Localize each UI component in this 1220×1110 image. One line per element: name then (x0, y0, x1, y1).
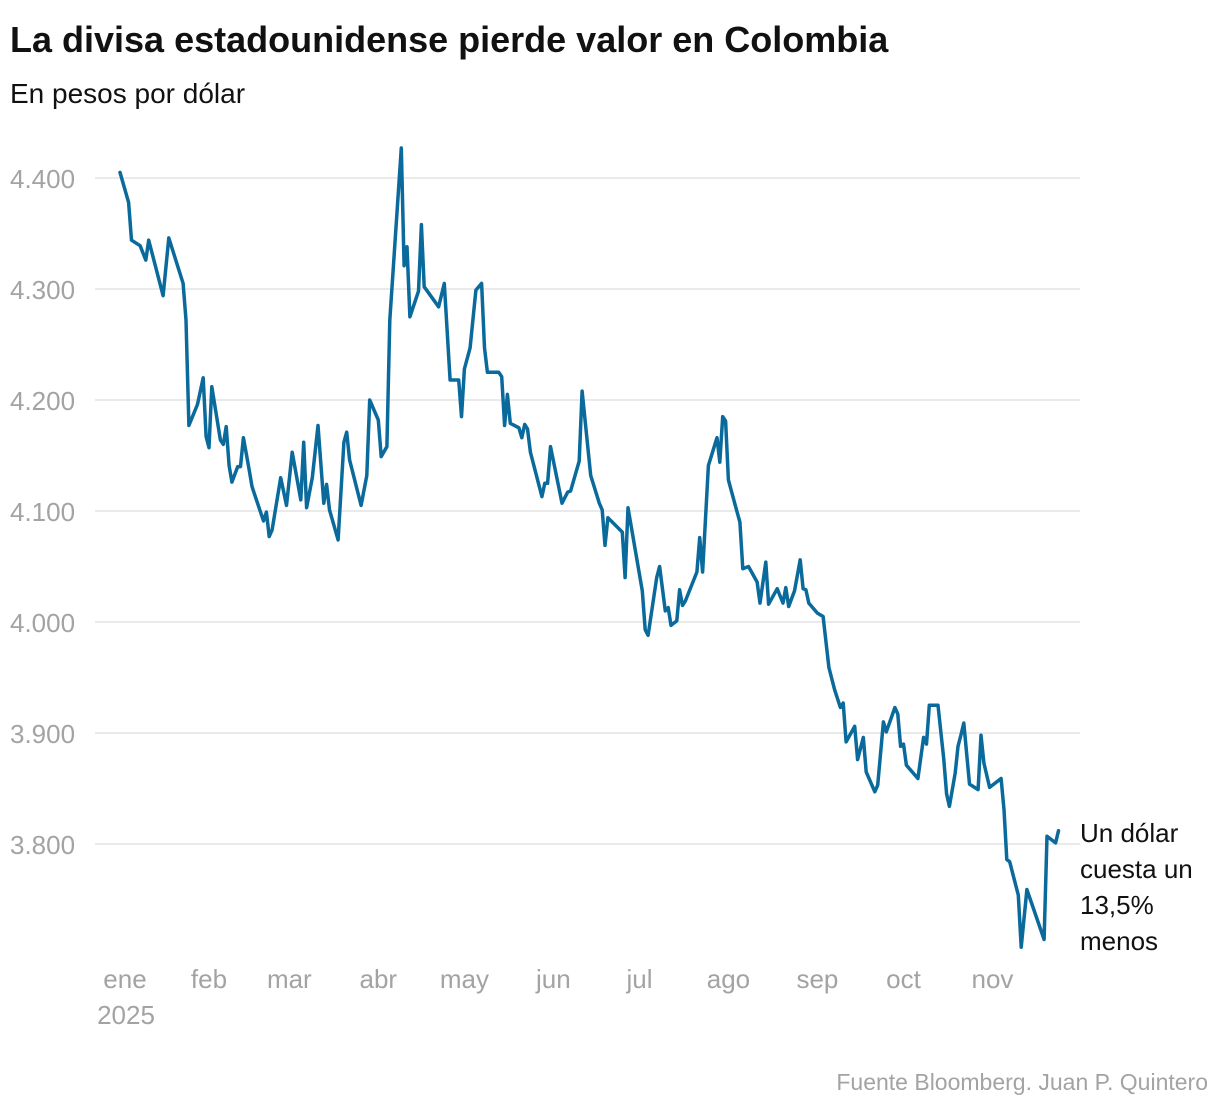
y-axis: 3.800 3.900 4.000 4.100 4.200 4.300 4.400 (10, 164, 75, 860)
x-axis: ene feb mar abr may jun jul ago sep oct nov (103, 964, 1013, 994)
y-tick-label: 3.800 (10, 830, 75, 860)
x-tick-label: ago (707, 964, 750, 994)
series-line (118, 146, 1061, 949)
x-tick-label: may (440, 964, 489, 994)
source-note: Fuente Bloomberg. Juan P. Quintero (836, 1069, 1208, 1095)
x-tick-label: mar (267, 964, 312, 994)
annotation-line: Un dólar (1080, 818, 1179, 848)
x-tick-label: oct (886, 964, 921, 994)
end-annotation: Un dólar cuesta un 13,5% menos (1080, 818, 1193, 956)
x-tick-label: ene (103, 964, 146, 994)
y-tick-label: 3.900 (10, 719, 75, 749)
y-tick-label: 4.200 (10, 386, 75, 416)
y-tick-label: 4.300 (10, 275, 75, 305)
chart-subtitle: En pesos por dólar (10, 78, 245, 109)
annotation-line: cuesta un (1080, 854, 1193, 884)
chart-title: La divisa estadounidense pierde valor en… (10, 19, 889, 60)
x-tick-label: abr (360, 964, 398, 994)
y-tick-label: 4.100 (10, 497, 75, 527)
x-tick-label: feb (191, 964, 227, 994)
x-tick-label: nov (972, 964, 1014, 994)
annotation-line: menos (1080, 926, 1158, 956)
x-tick-label: jun (535, 964, 571, 994)
y-tick-label: 4.400 (10, 164, 75, 194)
gridlines (95, 177, 1080, 845)
y-tick-label: 4.000 (10, 608, 75, 638)
x-tick-label: sep (796, 964, 838, 994)
annotation-line: 13,5% (1080, 890, 1154, 920)
x-tick-label: jul (625, 964, 652, 994)
x-tick-year: 2025 (97, 1000, 155, 1030)
